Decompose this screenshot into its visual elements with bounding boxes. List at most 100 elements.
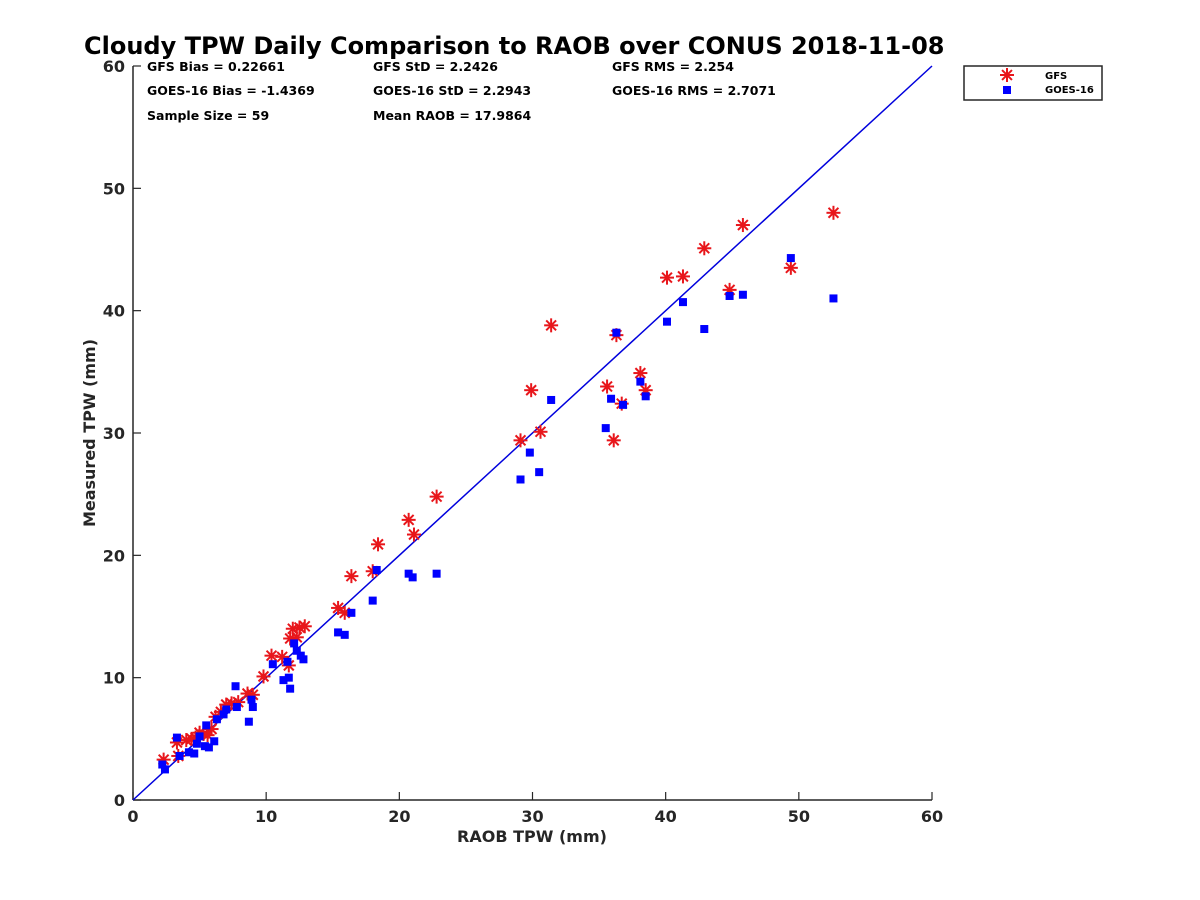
goes16-point <box>192 739 201 748</box>
goes16-point <box>284 673 293 682</box>
y-tick-label: 40 <box>103 302 125 321</box>
goes16-point <box>347 608 356 617</box>
gfs-point <box>735 218 750 233</box>
gfs-point <box>344 569 359 584</box>
goes16-point <box>738 290 747 299</box>
x-tick-label: 30 <box>521 807 543 826</box>
y-tick-label: 10 <box>103 669 125 688</box>
x-tick-label: 60 <box>921 807 943 826</box>
goes16-point <box>662 317 671 326</box>
y-tick-label: 30 <box>103 424 125 443</box>
stat-sample-size: Sample Size = 59 <box>147 108 269 123</box>
goes16-point <box>219 710 228 719</box>
legend: GFS GOES-16 <box>963 65 1103 101</box>
y-tick-label: 50 <box>103 179 125 198</box>
stat-mean-raob: Mean RAOB = 17.9864 <box>373 108 531 123</box>
stat-goes-bias: GOES-16 Bias = -1.4369 <box>147 83 315 98</box>
goes16-point <box>786 254 795 263</box>
gfs-point <box>600 379 615 394</box>
stat-gfs-std: GFS StD = 2.2426 <box>373 59 498 74</box>
goes16-point <box>248 703 257 712</box>
goes16-point <box>172 733 181 742</box>
legend-gfs-label: GFS <box>1045 71 1067 82</box>
gfs-point <box>826 205 841 220</box>
gfs-point <box>675 269 690 284</box>
goes16-point <box>525 448 534 457</box>
x-axis-label: RAOB TPW (mm) <box>457 827 607 846</box>
goes16-point <box>195 732 204 741</box>
stat-goes-rms: GOES-16 RMS = 2.7071 <box>612 83 776 98</box>
goes16-point <box>829 294 838 303</box>
gfs-point <box>697 241 712 256</box>
stats-block: GFS Bias = 0.22661 GOES-16 Bias = -1.436… <box>147 59 776 123</box>
y-tick-label: 20 <box>103 546 125 565</box>
goes16-point <box>619 400 628 409</box>
goes16-point <box>232 703 241 712</box>
gfs-point <box>544 318 559 333</box>
goes16-point <box>641 392 650 401</box>
goes16-point <box>190 749 199 758</box>
gfs-point <box>401 512 416 527</box>
goes16-point <box>231 682 240 691</box>
goes16-point <box>368 596 377 605</box>
legend-goes16-marker <box>1003 86 1011 94</box>
stat-goes-std: GOES-16 StD = 2.2943 <box>373 83 531 98</box>
x-axis-ticks: 0 10 20 30 40 50 60 <box>127 792 943 826</box>
goes16-point <box>204 743 213 752</box>
stat-gfs-bias: GFS Bias = 0.22661 <box>147 59 285 74</box>
legend-box <box>963 65 1103 101</box>
goes16-point <box>290 639 299 648</box>
one-to-one-line <box>132 65 933 801</box>
goes16-point <box>279 676 288 685</box>
goes16-point <box>334 628 343 637</box>
goes16-point <box>535 468 544 477</box>
goes16-point <box>547 395 556 404</box>
gfs-point <box>331 600 346 615</box>
chart-title: Cloudy TPW Daily Comparison to RAOB over… <box>84 32 944 60</box>
gfs-point <box>659 270 674 285</box>
x-tick-label: 20 <box>388 807 410 826</box>
goes16-point <box>299 655 308 664</box>
goes16-point <box>292 646 301 655</box>
goes16-point <box>432 569 441 578</box>
goes16-point <box>175 751 184 760</box>
goes16-point <box>283 657 292 666</box>
goes16-point <box>244 717 253 726</box>
y-tick-label: 60 <box>103 57 125 76</box>
goes16-point <box>516 475 525 484</box>
legend-goes16-square <box>1003 86 1011 94</box>
stat-gfs-rms: GFS RMS = 2.254 <box>612 59 734 74</box>
y-axis-label: Measured TPW (mm) <box>80 339 99 527</box>
x-tick-label: 40 <box>655 807 677 826</box>
goes16-point <box>158 760 167 769</box>
series-gfs <box>156 205 841 767</box>
goes16-point <box>212 715 221 724</box>
gfs-point <box>371 537 386 552</box>
gfs-point <box>524 383 539 398</box>
goes16-point <box>408 573 417 582</box>
gfs-point <box>297 619 312 634</box>
goes16-point <box>268 660 277 669</box>
x-tick-label: 50 <box>788 807 810 826</box>
y-tick-label: 0 <box>114 791 125 810</box>
gfs-point <box>429 489 444 504</box>
goes16-point <box>286 684 295 693</box>
goes16-point <box>372 566 381 575</box>
goes16-point <box>725 291 734 300</box>
gfs-point <box>513 433 528 448</box>
goes16-point <box>202 721 211 730</box>
gfs-point <box>783 260 798 275</box>
goes16-point <box>160 765 169 774</box>
goes16-point <box>612 328 621 337</box>
legend-gfs-marker <box>1000 68 1014 82</box>
series-goes16 <box>158 254 838 774</box>
goes16-point <box>340 630 349 639</box>
goes16-point <box>636 377 645 386</box>
legend-goes-label: GOES-16 <box>1045 85 1094 96</box>
goes16-point <box>222 705 231 714</box>
goes16-point <box>678 298 687 307</box>
goes16-point <box>184 748 193 757</box>
goes16-point <box>607 394 616 403</box>
x-tick-label: 10 <box>255 807 277 826</box>
